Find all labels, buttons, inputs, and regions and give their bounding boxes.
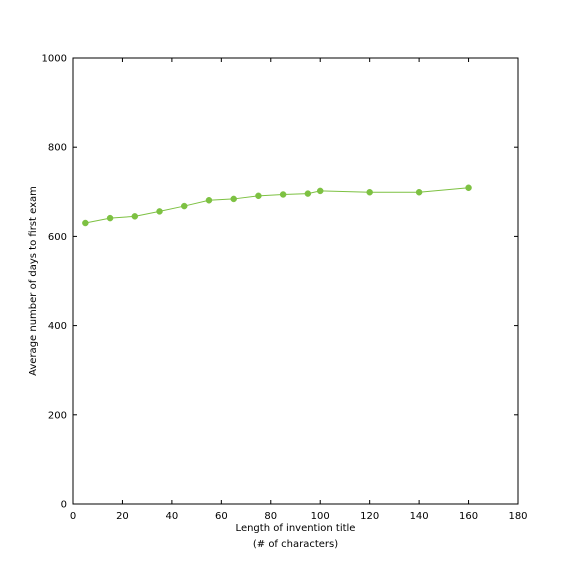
data-point (304, 190, 312, 197)
data-point (415, 188, 423, 196)
data-point (465, 184, 472, 192)
data-point (156, 208, 163, 215)
data-point (366, 188, 373, 196)
y-tick-label: 400 (48, 321, 67, 332)
x-tick-label: 120 (360, 511, 379, 522)
y-tick-label: 200 (48, 410, 67, 421)
y-tick-label: 0 (61, 500, 67, 511)
x-tick-label: 140 (410, 511, 429, 522)
data-point (82, 219, 89, 227)
x-axis-sublabel: (# of characters) (253, 539, 338, 550)
x-tick-label: 80 (264, 511, 277, 522)
x-tick-label: 180 (508, 511, 527, 522)
y-tick-label: 600 (48, 232, 67, 243)
data-point (205, 197, 213, 204)
data-point (279, 191, 287, 198)
x-tick-label: 0 (70, 511, 76, 522)
data-point (316, 187, 324, 195)
y-axis-label: Average number of days to first exam (28, 186, 39, 376)
ticks-layer: 0 20 40 60 80 100 120 140 160 180 0 200 400 600 800 100… (42, 54, 528, 523)
y-tick-label: 1000 (42, 54, 67, 65)
x-tick-label: 160 (459, 511, 478, 522)
data-point (255, 192, 262, 200)
series-layer (82, 184, 472, 227)
x-tick-label: 20 (116, 511, 129, 522)
y-tick-label: 800 (48, 143, 67, 154)
data-point (131, 213, 139, 220)
plot-frame (72, 57, 519, 505)
data-point (230, 195, 237, 203)
x-tick-label: 40 (166, 511, 179, 522)
data-point (106, 214, 114, 222)
x-axis-label: Length of invention title (236, 523, 356, 534)
data-point (181, 202, 188, 210)
x-tick-label: 60 (215, 511, 228, 522)
series-line (85, 187, 469, 224)
x-tick-label: 100 (311, 511, 330, 522)
